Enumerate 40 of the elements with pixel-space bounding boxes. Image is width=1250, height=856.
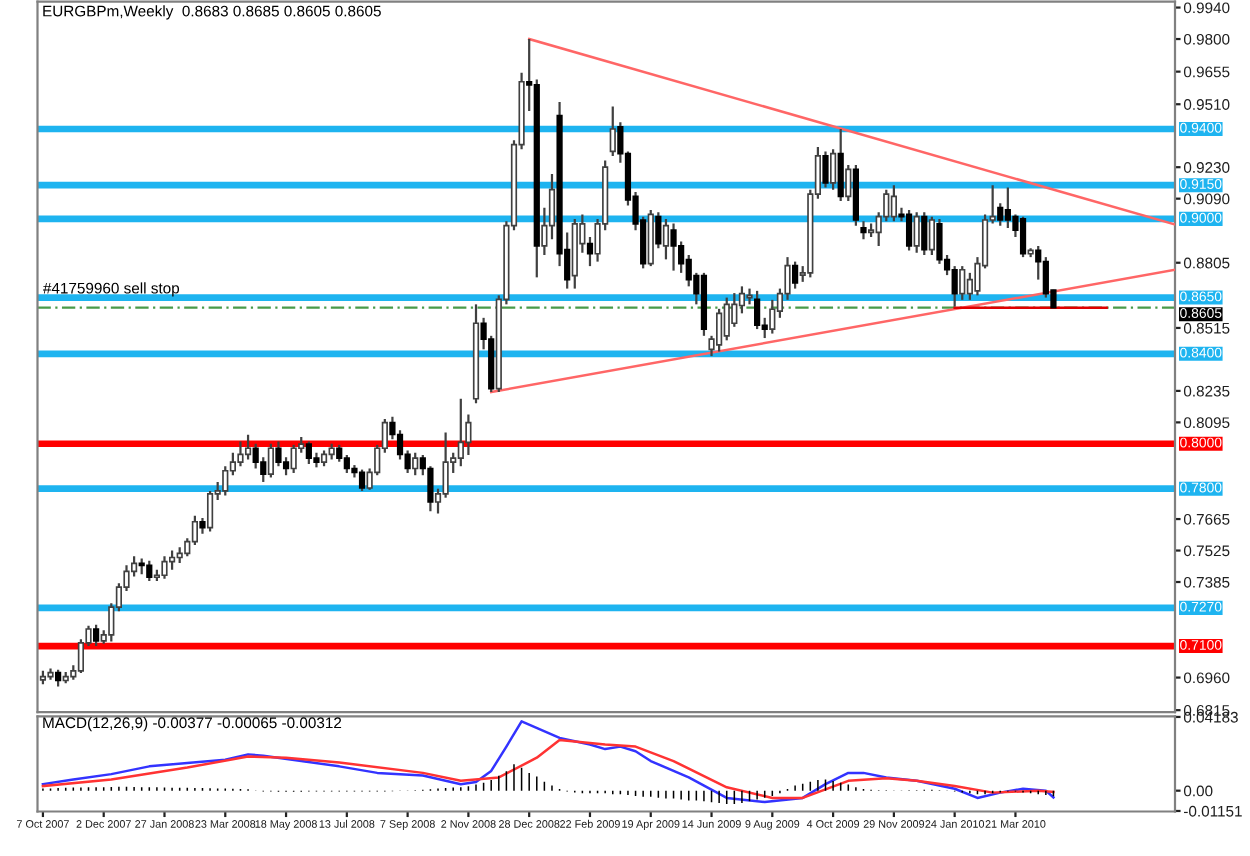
candlestick	[928, 215, 935, 256]
candlestick	[754, 289, 761, 331]
candlestick	[237, 440, 244, 468]
candlestick	[959, 265, 966, 301]
candlestick	[168, 549, 176, 571]
candlestick	[791, 260, 799, 290]
candlestick	[860, 220, 867, 241]
candlestick	[716, 307, 723, 353]
candlestick	[412, 451, 419, 477]
candlestick	[146, 559, 153, 582]
candlestick	[890, 184, 897, 223]
candlestick	[275, 440, 282, 468]
candlestick	[457, 397, 464, 468]
candlestick	[822, 150, 829, 189]
candlestick	[222, 465, 229, 497]
candlestick	[609, 105, 616, 158]
candlestick	[267, 442, 274, 479]
candlestick	[290, 443, 297, 475]
candlestick	[769, 298, 776, 335]
candlestick	[161, 555, 168, 580]
candlestick	[845, 163, 852, 203]
candlestick	[670, 222, 677, 272]
candlestick	[92, 623, 100, 648]
candlestick	[921, 211, 928, 256]
candlestick	[829, 148, 837, 191]
candlestick	[1019, 215, 1027, 259]
candlestick	[548, 172, 556, 241]
line-series	[41, 720, 1055, 804]
candlestick	[837, 127, 844, 203]
candlestick	[1004, 186, 1011, 230]
candlestick	[191, 514, 198, 547]
candlestick	[951, 265, 958, 308]
candlestick	[913, 211, 920, 254]
candlestick	[244, 433, 252, 461]
candlestick	[305, 440, 312, 466]
candlestick	[358, 468, 366, 493]
candlestick	[905, 208, 913, 252]
candlestick	[723, 296, 730, 342]
candlestick	[206, 489, 214, 533]
line-series	[41, 738, 1055, 800]
